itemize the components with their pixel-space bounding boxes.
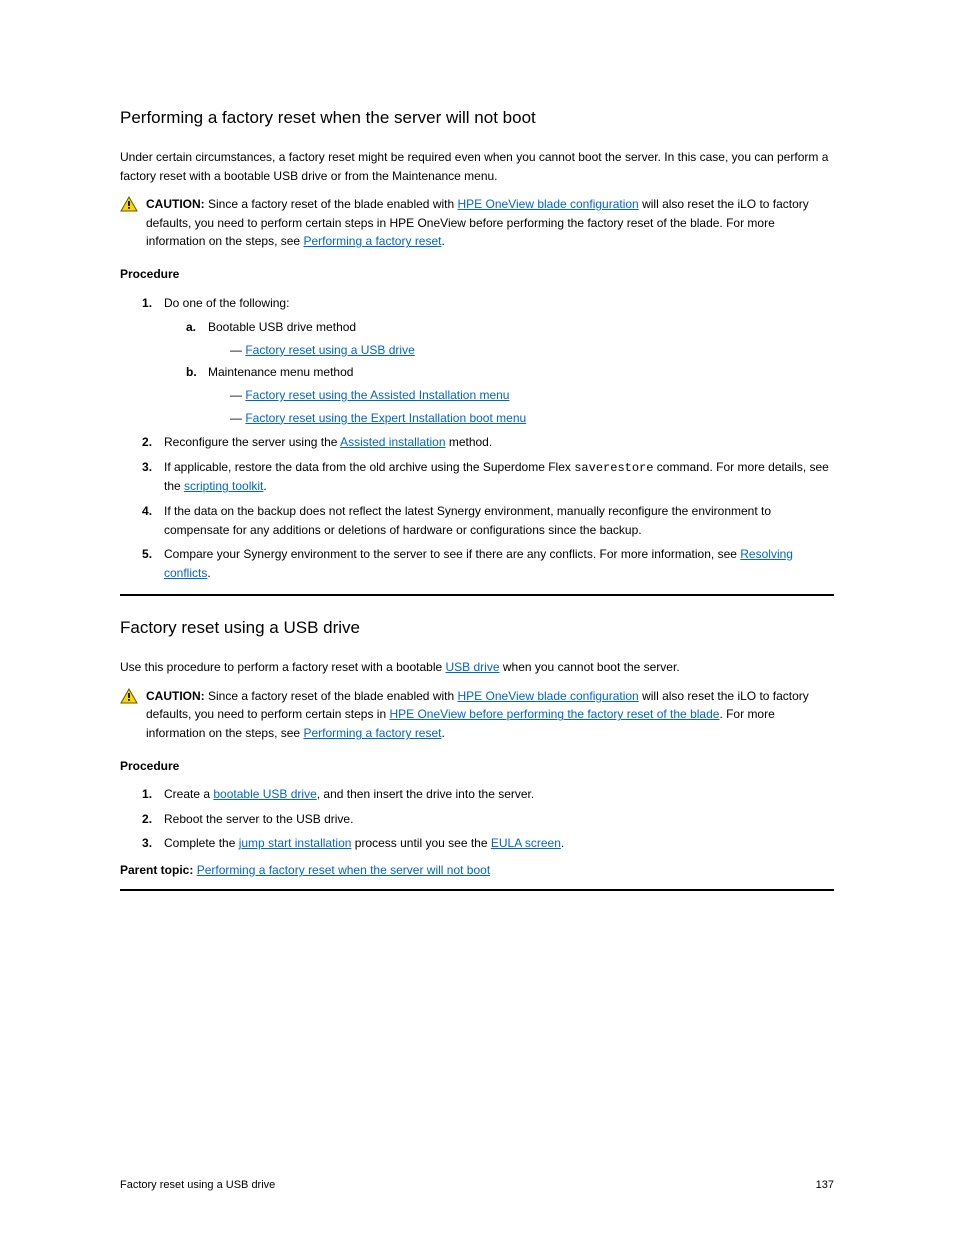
intro2-prefix: Use this procedure to perform a factory …: [120, 660, 446, 674]
link-jump-start[interactable]: jump start installation: [239, 836, 352, 850]
substep-prefix: Bootable USB drive method: [208, 320, 356, 334]
s2-step2: Reboot the server to the USB drive.: [164, 812, 353, 826]
step-item: Compare your Synergy environment to the …: [142, 545, 834, 582]
substeps: Bootable USB drive method — Factory rese…: [186, 318, 834, 427]
footer-left: Factory reset using a USB drive: [120, 1179, 275, 1191]
step5-prefix: Compare your Synergy environment to the …: [164, 547, 740, 561]
section-divider: [120, 594, 834, 596]
caution-text-2: CAUTION: Since a factory reset of the bl…: [146, 687, 834, 743]
s2-step3-suffix: .: [561, 836, 564, 850]
link-performing-factory-reset-2[interactable]: Performing a factory reset: [303, 726, 441, 740]
link-parent-topic[interactable]: Performing a factory reset when the serv…: [197, 863, 490, 877]
caution-callout-2: CAUTION: Since a factory reset of the bl…: [120, 687, 834, 743]
caution-body-prefix: Since a factory reset of the blade enabl…: [205, 197, 458, 211]
step-item: If the data on the backup does not refle…: [142, 502, 834, 539]
section-divider-2: [120, 889, 834, 891]
step3-prefix: If applicable, restore the data from the…: [164, 460, 574, 474]
caution-callout: CAUTION: Since a factory reset of the bl…: [120, 195, 834, 251]
procedure-steps: Do one of the following: Bootable USB dr…: [142, 294, 834, 583]
step4-text: If the data on the backup does not refle…: [164, 504, 771, 537]
step5-suffix: .: [207, 566, 210, 580]
s2-step1-suffix: , and then insert the drive into the ser…: [317, 787, 534, 801]
substep-item: Bootable USB drive method — Factory rese…: [186, 318, 834, 359]
link-factory-reset-expert[interactable]: Factory reset using the Expert Installat…: [245, 411, 526, 425]
intro-paragraph-2: Use this procedure to perform a factory …: [120, 658, 834, 677]
link-bootable-usb[interactable]: bootable USB drive: [213, 787, 316, 801]
step-item: Complete the jump start installation pro…: [142, 834, 834, 853]
caution-suffix: .: [442, 234, 445, 248]
step-item: If applicable, restore the data from the…: [142, 458, 834, 496]
step2-prefix: Reconfigure the server using the: [164, 435, 340, 449]
link-oneview-blade-config-2[interactable]: HPE OneView blade configuration: [458, 689, 639, 703]
step3-suffix: .: [263, 479, 266, 493]
s2-step1-prefix: Create a: [164, 787, 213, 801]
footer-page-number: 137: [816, 1179, 834, 1191]
step1-text: Do one of the following:: [164, 296, 289, 310]
link-oneview-before-reset[interactable]: HPE OneView before performing the factor…: [389, 707, 719, 721]
caution-text: CAUTION: Since a factory reset of the bl…: [146, 195, 834, 251]
substep-item: Maintenance menu method — Factory reset …: [186, 363, 834, 427]
parent-topic-label: Parent topic:: [120, 863, 193, 877]
step3-code: saverestore: [574, 461, 653, 475]
step-item: Do one of the following: Bootable USB dr…: [142, 294, 834, 428]
link-usb-drive[interactable]: USB drive: [446, 660, 500, 674]
link-scripting-toolkit[interactable]: scripting toolkit: [184, 479, 263, 493]
caution2-suffix: .: [442, 726, 445, 740]
substep-prefix: Maintenance menu method: [208, 365, 353, 379]
section-title: Performing a factory reset when the serv…: [120, 108, 834, 128]
intro2-suffix: when you cannot boot the server.: [500, 660, 680, 674]
intro-paragraph: Under certain circumstances, a factory r…: [120, 148, 834, 185]
caution-icon: [120, 196, 140, 212]
link-assisted-installation[interactable]: Assisted installation: [340, 435, 445, 449]
step2-suffix: method.: [446, 435, 493, 449]
caution2-prefix: Since a factory reset of the blade enabl…: [205, 689, 458, 703]
step-item: Create a bootable USB drive, and then in…: [142, 785, 834, 804]
link-performing-factory-reset[interactable]: Performing a factory reset: [303, 234, 441, 248]
procedure-label-2: Procedure: [120, 757, 834, 776]
link-oneview-blade-config[interactable]: HPE OneView blade configuration: [458, 197, 639, 211]
step-item: Reconfigure the server using the Assiste…: [142, 433, 834, 452]
page-footer: Factory reset using a USB drive 137: [120, 1179, 834, 1191]
procedure-label: Procedure: [120, 265, 834, 284]
caution-label: CAUTION:: [146, 197, 205, 211]
caution-label-2: CAUTION:: [146, 689, 205, 703]
link-factory-reset-usb[interactable]: Factory reset using a USB drive: [245, 343, 414, 357]
s2-step3-mid: process until you see the: [351, 836, 490, 850]
s2-step3-prefix: Complete the: [164, 836, 239, 850]
caution-icon: [120, 688, 140, 704]
link-factory-reset-assisted[interactable]: Factory reset using the Assisted Install…: [245, 388, 509, 402]
section-title-2: Factory reset using a USB drive: [120, 618, 834, 638]
link-eula-screen[interactable]: EULA screen: [491, 836, 561, 850]
procedure-steps-2: Create a bootable USB drive, and then in…: [142, 785, 834, 853]
step-item: Reboot the server to the USB drive.: [142, 810, 834, 829]
parent-topic: Parent topic: Performing a factory reset…: [120, 863, 834, 877]
